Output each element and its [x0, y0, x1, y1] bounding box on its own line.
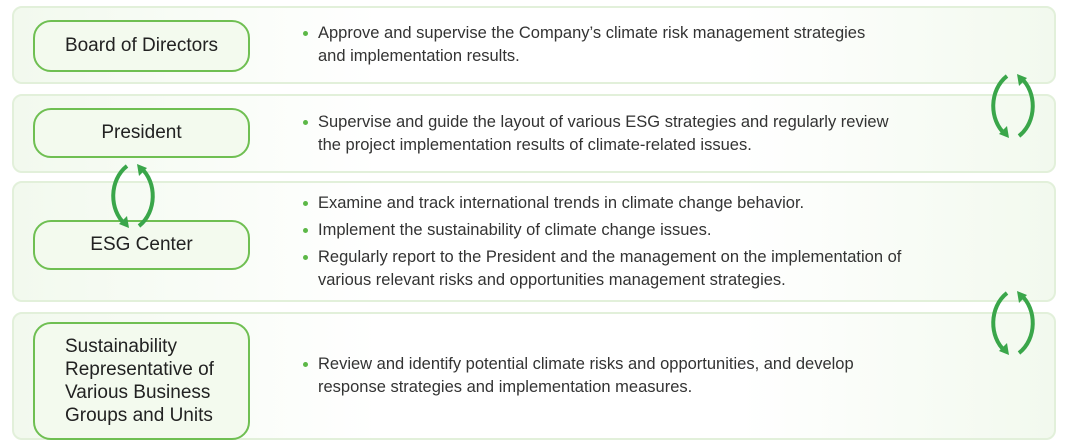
- role-box: Sustainability Representative of Various B…: [33, 322, 250, 440]
- bullet-text: the project implementation results of cl…: [318, 135, 752, 154]
- bullet-item: Supervise and guide the layout of variou…: [300, 111, 1020, 157]
- bullet-item: Review and identify potential climate ri…: [300, 353, 1020, 399]
- role-label: Board of Directors: [64, 35, 219, 56]
- bullet-item: Regularly report to the President and th…: [300, 246, 1020, 292]
- bullet-text: Approve and supervise the Company’s clim…: [318, 24, 866, 42]
- cycle-icon: [111, 164, 155, 228]
- role-box: ESG Center: [33, 220, 250, 270]
- bullet-text: Supervise and guide the layout of variou…: [318, 112, 889, 131]
- role-label: Sustainability: [65, 336, 177, 357]
- bullet-list: Review and identify potential climate ri…: [300, 312, 1020, 440]
- bullet-list: Approve and supervise the Company’s clim…: [300, 6, 1020, 84]
- role-label: President: [101, 122, 182, 143]
- bullet-list: Supervise and guide the layout of variou…: [300, 94, 1020, 173]
- cycle-icon: [991, 291, 1035, 355]
- bullet-item: Implement the sustainability of climate …: [300, 219, 1020, 242]
- role-label: ESG Center: [90, 234, 193, 255]
- bullet-text: Regularly report to the President and th…: [318, 247, 902, 266]
- role-box: President: [33, 108, 250, 158]
- bullet-text: Implement the sustainability of climate …: [318, 220, 712, 239]
- bullet-list: Examine and track international trends i…: [300, 181, 1020, 302]
- cycle-icon: [991, 74, 1035, 138]
- bullet-item: Approve and supervise the Company’s clim…: [300, 22, 1020, 68]
- bullet-text: and implementation results.: [318, 47, 520, 65]
- role-label: Various Business: [65, 382, 211, 403]
- bullet-text: Examine and track international trends i…: [318, 193, 805, 212]
- role-box: Board of Directors: [33, 20, 250, 72]
- role-label: Representative of: [65, 359, 214, 380]
- bullet-text: various relevant risks and opportunities…: [318, 270, 786, 289]
- bullet-item: Examine and track international trends i…: [300, 192, 1020, 215]
- bullet-text: response strategies and implementation m…: [318, 378, 693, 396]
- bullet-text: Review and identify potential climate ri…: [318, 355, 854, 373]
- role-label: Groups and Units: [65, 405, 213, 426]
